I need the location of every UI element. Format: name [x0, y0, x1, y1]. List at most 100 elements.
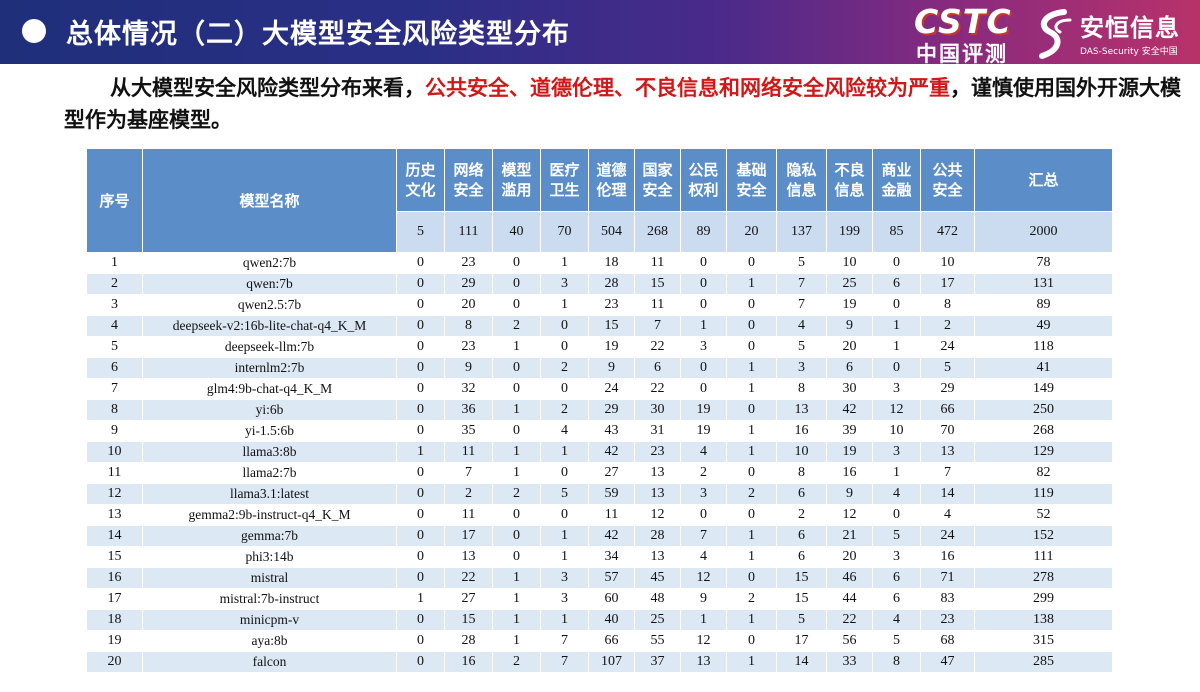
table-cell-total: 78 [974, 252, 1113, 274]
table-cell-value: 42 [588, 525, 635, 547]
table-cell-value: 1 [396, 441, 445, 463]
table-cell-value: 7 [920, 462, 975, 484]
table-cell-value: 30 [634, 399, 681, 421]
header-category: 不良信息 [826, 148, 873, 212]
table-cell-value: 6 [826, 357, 873, 379]
table-cell-value: 1 [540, 252, 589, 274]
table-cell-value: 3 [680, 483, 727, 505]
header-category: 历史文化 [396, 148, 445, 212]
das-security-logo: 安恒信息 DAS-Security 安全中国 [1034, 4, 1200, 62]
table-cell-value: 32 [444, 378, 493, 400]
table-cell-value: 15 [444, 609, 493, 631]
table-cell-value: 7 [634, 315, 681, 337]
table-cell-value: 0 [396, 273, 445, 295]
table-row: 2 qwen:7b 0 29 0 3 28 15 0 1 7 25 6 17 131 [86, 273, 1113, 295]
table-row: 17 mistral:7b-instruct 1 27 1 3 60 48 9 2 15 44 6 83 2… [86, 588, 1113, 610]
table-cell-index: 7 [86, 378, 143, 400]
table-cell-value: 5 [776, 336, 827, 358]
table-cell-index: 13 [86, 504, 143, 526]
cstc-logo-cn: 中国评测 [916, 42, 1008, 66]
table-cell-value: 17 [444, 525, 493, 547]
table-cell-value: 2 [444, 483, 493, 505]
table-cell-value: 0 [396, 483, 445, 505]
table-cell-value: 13 [680, 651, 727, 673]
table-cell-value: 1 [680, 609, 727, 631]
header-category: 隐私信息 [776, 148, 827, 212]
table-cell-value: 3 [540, 588, 589, 610]
table-cell-index: 20 [86, 651, 143, 673]
table-cell-value: 10 [826, 252, 873, 274]
header-category: 商业金融 [872, 148, 921, 212]
table-cell-value: 0 [396, 504, 445, 526]
table-cell-value: 2 [726, 588, 777, 610]
table-cell-index: 19 [86, 630, 143, 652]
table-cell-value: 28 [444, 630, 493, 652]
table-cell-value: 3 [872, 441, 921, 463]
table-cell-value: 5 [776, 609, 827, 631]
category-total: 2000 [974, 211, 1113, 253]
table-cell-value: 12 [826, 504, 873, 526]
category-count: 20 [726, 211, 777, 253]
table-cell-value: 15 [776, 588, 827, 610]
table-cell-value: 19 [826, 441, 873, 463]
table-cell-value: 28 [588, 273, 635, 295]
table-cell-value: 4 [776, 315, 827, 337]
table-cell-value: 2 [540, 399, 589, 421]
das-logo-sub: DAS-Security 安全中国 [1080, 47, 1178, 57]
table-cell-value: 6 [634, 357, 681, 379]
risk-distribution-table: 序号 模型名称 历史文化 网络安全 模型滥用 医疗卫生 道德伦理 国家安全 公民… [86, 148, 1113, 673]
bullet-dot-icon [22, 19, 46, 43]
table-cell-value: 0 [726, 294, 777, 316]
table-cell-total: 119 [974, 483, 1113, 505]
table-cell-value: 0 [726, 336, 777, 358]
table-cell-value: 4 [680, 441, 727, 463]
table-cell-total: 49 [974, 315, 1113, 337]
table-cell-value: 0 [396, 609, 445, 631]
table-cell-total: 89 [974, 294, 1113, 316]
category-count: 137 [776, 211, 827, 253]
table-cell-value: 1 [872, 462, 921, 484]
table-cell-value: 66 [920, 399, 975, 421]
table-cell-value: 29 [444, 273, 493, 295]
table-cell-value: 0 [396, 399, 445, 421]
table-cell-value: 2 [920, 315, 975, 337]
table-cell-value: 1 [726, 357, 777, 379]
table-cell-value: 21 [826, 525, 873, 547]
table-cell-value: 11 [634, 294, 681, 316]
table-cell-value: 23 [444, 336, 493, 358]
table-cell-value: 0 [680, 357, 727, 379]
table-cell-model: yi:6b [142, 399, 397, 421]
table-row: 5 deepseek-llm:7b 0 23 1 0 19 22 3 0 5 20 1 24 118 [86, 336, 1113, 358]
table-cell-model: llama3.1:latest [142, 483, 397, 505]
table-cell-value: 1 [492, 336, 541, 358]
table-cell-value: 44 [826, 588, 873, 610]
table-cell-value: 19 [588, 336, 635, 358]
table-cell-value: 8 [776, 462, 827, 484]
table-cell-value: 24 [920, 525, 975, 547]
table-cell-value: 17 [920, 273, 975, 295]
table-cell-value: 0 [726, 399, 777, 421]
table-cell-value: 39 [826, 420, 873, 442]
table-cell-value: 19 [680, 420, 727, 442]
table-cell-value: 4 [680, 546, 727, 568]
das-logo-name: 安恒信息 [1080, 14, 1180, 42]
table-row: 20 falcon 0 16 2 7 107 37 13 1 14 33 8 47 285 [86, 651, 1113, 673]
table-cell-value: 1 [492, 630, 541, 652]
table-cell-index: 14 [86, 525, 143, 547]
table-cell-value: 0 [396, 294, 445, 316]
table-row: 6 internlm2:7b 0 9 0 2 9 6 0 1 3 6 0 5 41 [86, 357, 1113, 379]
table-cell-value: 8 [776, 378, 827, 400]
table-cell-value: 15 [776, 567, 827, 589]
table-row: 3 qwen2.5:7b 0 20 0 1 23 11 0 0 7 19 0 8 89 [86, 294, 1113, 316]
header-category: 网络安全 [444, 148, 493, 212]
cstc-logo: CSTC 中国评测 [912, 2, 1032, 66]
table-cell-value: 0 [680, 252, 727, 274]
table-cell-model: qwen:7b [142, 273, 397, 295]
table-cell-value: 47 [920, 651, 975, 673]
table-cell-value: 0 [726, 504, 777, 526]
table-cell-value: 0 [540, 462, 589, 484]
table-cell-value: 4 [920, 504, 975, 526]
table-cell-value: 35 [444, 420, 493, 442]
table-cell-value: 45 [634, 567, 681, 589]
table-cell-model: phi3:14b [142, 546, 397, 568]
